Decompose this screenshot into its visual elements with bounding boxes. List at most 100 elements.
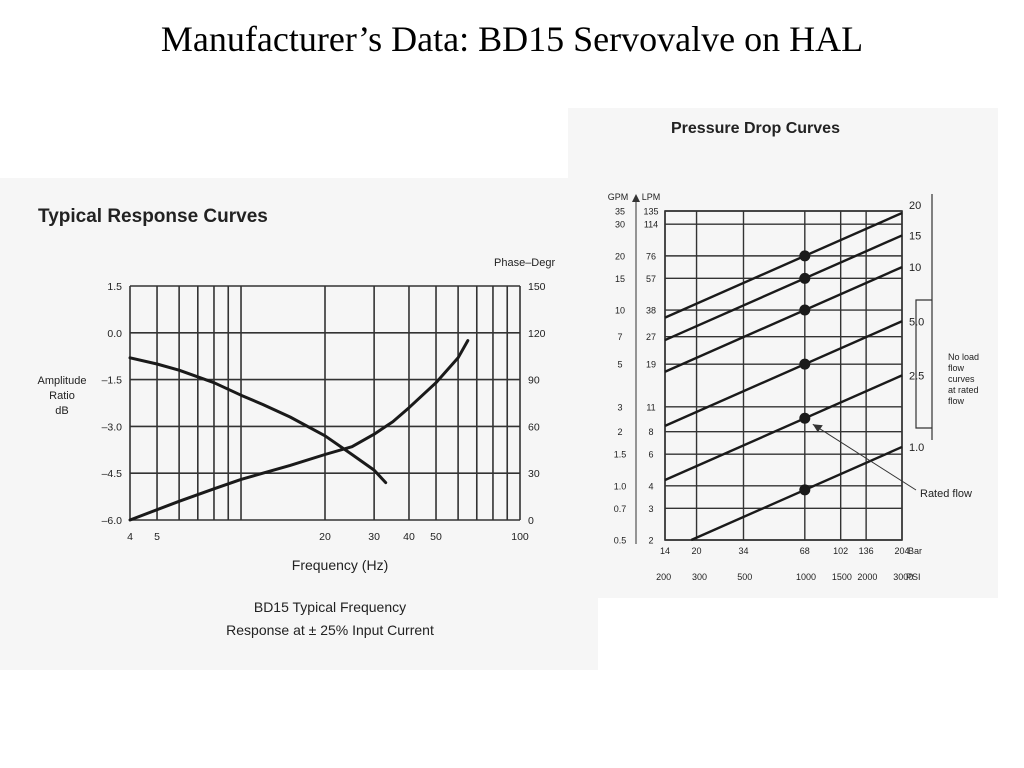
lpm-tick-label: 6 bbox=[648, 450, 653, 460]
psi-tick-label: 1000 bbox=[796, 572, 816, 582]
pressure-curve bbox=[664, 211, 903, 319]
bar-tick-label: 204 bbox=[894, 546, 909, 556]
pressure-curve bbox=[664, 266, 903, 373]
bracket-label: No load bbox=[948, 352, 979, 362]
pressure-curve bbox=[690, 445, 903, 542]
psi-tick-label: 1500 bbox=[832, 572, 852, 582]
annotation-arrowhead bbox=[812, 424, 823, 433]
rated-point bbox=[799, 250, 811, 262]
bar-unit-label: Bar bbox=[908, 546, 922, 556]
bracket-label: at rated bbox=[948, 385, 979, 395]
gpm-tick-label: 7 bbox=[617, 332, 622, 342]
rated-point bbox=[799, 272, 811, 284]
y-tick-label: 1.5 bbox=[107, 281, 122, 293]
x-tick-label: 4 bbox=[127, 531, 133, 543]
lpm-tick-label: 135 bbox=[643, 207, 658, 217]
psi-tick-label: 2000 bbox=[857, 572, 877, 582]
rated-point bbox=[799, 484, 811, 496]
y-axis-label: dB bbox=[55, 405, 68, 417]
curve-label: 5.0 bbox=[909, 316, 924, 328]
lpm-tick-label: 27 bbox=[646, 332, 656, 342]
x-tick-label: 50 bbox=[430, 531, 442, 543]
gpm-tick-label: 0.7 bbox=[614, 504, 627, 514]
lpm-tick-label: 2 bbox=[648, 536, 653, 546]
gpm-header: GPM bbox=[608, 192, 629, 202]
x-tick-label: 30 bbox=[368, 531, 380, 543]
psi-tick-label: 500 bbox=[737, 572, 752, 582]
curve-label: 15 bbox=[909, 230, 921, 242]
psi-unit-label: PSI bbox=[906, 572, 921, 582]
y-tick-label: –1.5 bbox=[102, 375, 123, 387]
pressure-curve bbox=[664, 234, 903, 342]
phase-curve bbox=[128, 339, 470, 522]
bar-tick-label: 102 bbox=[833, 546, 848, 556]
y-tick-label: –4.5 bbox=[102, 468, 123, 480]
x-tick-label: 40 bbox=[403, 531, 415, 543]
slide-title: Manufacturer’s Data: BD15 Servovalve on … bbox=[160, 19, 864, 59]
lpm-tick-label: 76 bbox=[646, 251, 656, 261]
y2-tick-label: 60 bbox=[528, 421, 540, 433]
curve-label: 10 bbox=[909, 262, 921, 274]
curve-label: 1.0 bbox=[909, 442, 924, 454]
amplitude-curve bbox=[128, 356, 388, 485]
bracket-label: flow bbox=[948, 396, 965, 406]
bracket-inner bbox=[915, 299, 932, 429]
axis-arrowhead bbox=[632, 194, 640, 202]
bar-tick-label: 34 bbox=[738, 546, 748, 556]
y-tick-label: –6.0 bbox=[102, 515, 123, 527]
psi-tick-label: 300 bbox=[692, 572, 707, 582]
y-tick-label: 0.0 bbox=[107, 328, 122, 340]
rated-point bbox=[799, 412, 811, 424]
bar-tick-label: 68 bbox=[800, 546, 810, 556]
lpm-tick-label: 114 bbox=[644, 220, 658, 230]
y2-tick-label: 90 bbox=[528, 375, 540, 387]
lpm-tick-label: 11 bbox=[646, 402, 655, 412]
gpm-tick-label: 1.5 bbox=[614, 450, 627, 460]
bracket-label: flow bbox=[948, 363, 965, 373]
gpm-tick-label: 30 bbox=[615, 220, 625, 230]
y2-tick-label: 150 bbox=[528, 281, 546, 293]
y2-tick-label: 120 bbox=[528, 328, 546, 340]
chart-title: Pressure Drop Curves bbox=[671, 120, 840, 137]
x-tick-label: 100 bbox=[511, 531, 529, 543]
psi-tick-label: 200 bbox=[656, 572, 671, 582]
gpm-tick-label: 15 bbox=[615, 274, 625, 284]
gpm-tick-label: 35 bbox=[615, 207, 625, 217]
x-tick-label: 5 bbox=[154, 531, 160, 543]
curve-label: 2.5 bbox=[909, 370, 924, 382]
caption-line: BD15 Typical Frequency bbox=[254, 599, 406, 615]
pressure-drop-panel: Pressure Drop Curves GPM LPM 35 135 30 114 20 76… bbox=[568, 108, 998, 598]
y-tick-label: –3.0 bbox=[102, 421, 123, 433]
gpm-tick-label: 3 bbox=[617, 402, 622, 412]
response-curves-panel: Typical Response Curves 1.5 0.0 –1.5 –3.0 –4.… bbox=[0, 178, 598, 670]
gpm-tick-label: 10 bbox=[615, 306, 625, 316]
lpm-tick-label: 38 bbox=[646, 306, 656, 316]
curve-label: 20 bbox=[909, 200, 921, 212]
y2-axis-label: Phase–Degr bbox=[494, 257, 555, 269]
y-axis-label: Amplitude bbox=[38, 375, 87, 387]
annotation-label: Rated flow bbox=[920, 488, 972, 500]
bracket-label: curves bbox=[948, 374, 975, 384]
y-axis-label: Ratio bbox=[49, 390, 75, 402]
lpm-tick-label: 8 bbox=[648, 427, 653, 437]
x-tick-label: 20 bbox=[319, 531, 331, 543]
lpm-tick-label: 4 bbox=[648, 481, 653, 491]
psi-tick-label: 3000 bbox=[893, 572, 913, 582]
x-axis-label: Frequency (Hz) bbox=[292, 557, 388, 573]
gpm-tick-label: 2 bbox=[617, 427, 622, 437]
y2-tick-label: 0 bbox=[528, 515, 534, 527]
pressure-curve bbox=[664, 320, 903, 427]
bar-tick-label: 20 bbox=[692, 546, 702, 556]
bar-tick-label: 136 bbox=[859, 546, 874, 556]
lpm-tick-label: 19 bbox=[646, 360, 656, 370]
bar-tick-label: 14 bbox=[660, 546, 670, 556]
gpm-tick-label: 1.0 bbox=[614, 481, 627, 491]
chart-title: Typical Response Curves bbox=[38, 206, 268, 227]
gpm-tick-label: 0.5 bbox=[614, 536, 627, 546]
rated-point bbox=[799, 358, 811, 370]
lpm-header: LPM bbox=[642, 192, 661, 202]
annotation-leader bbox=[812, 423, 917, 491]
gpm-tick-label: 5 bbox=[617, 360, 622, 370]
lpm-tick-label: 57 bbox=[646, 274, 656, 284]
